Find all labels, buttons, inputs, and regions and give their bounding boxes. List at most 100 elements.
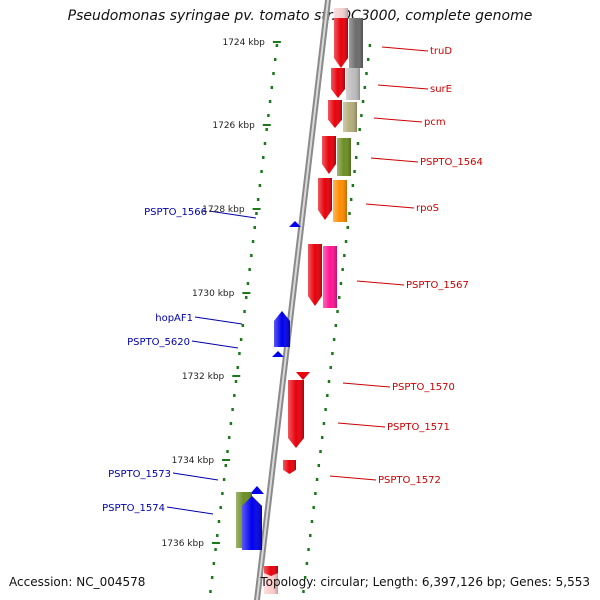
gene-trud-label[interactable]: truD — [430, 46, 452, 57]
gene-pspto-1566-arrow[interactable] — [289, 221, 301, 227]
gene-pspto-5620-label[interactable]: PSPTO_5620 — [127, 337, 190, 348]
rail-dot — [319, 450, 322, 453]
rail-dot — [246, 282, 250, 285]
gene-pspto-1574-label[interactable]: PSPTO_1574 — [102, 503, 165, 514]
gene-rpos-arrow-shade — [318, 178, 332, 220]
rail-dot — [262, 156, 265, 159]
rail-dot — [303, 576, 307, 579]
rail-dot — [209, 590, 212, 593]
rail-dot — [221, 492, 224, 495]
rail-dot — [227, 436, 231, 439]
rail-dot — [329, 366, 332, 369]
rail-dot — [358, 128, 361, 131]
gene-pspto-1574-leader — [166, 506, 214, 515]
rail-dot — [251, 240, 255, 243]
gene-pspto-1566-label[interactable]: PSPTO_1566 — [144, 207, 207, 218]
scale-tick-label: 1724 kbp — [222, 38, 265, 48]
gene-pspto-1571-leader — [337, 422, 386, 428]
rail-dot — [346, 226, 350, 229]
gene-pspto-1567-leader — [356, 280, 405, 286]
gene-pspto-1566-tip — [289, 221, 301, 227]
gene-rpos-label[interactable]: rpoS — [416, 203, 439, 214]
gene-pspto-1570-label[interactable]: PSPTO_1570 — [392, 382, 455, 393]
gene-hopaf1-label[interactable]: hopAF1 — [155, 313, 193, 324]
scale-tick-label: 1726 kbp — [212, 121, 255, 131]
gene-pspto-1571-label[interactable]: PSPTO_1571 — [387, 422, 450, 433]
gene-sure-arrow-shade — [331, 68, 345, 98]
gene-hopaf1-arrow[interactable] — [274, 311, 290, 347]
rail-dot — [241, 324, 245, 327]
rail-dot — [275, 44, 279, 47]
gene-pspto-1574-arrow-shade — [242, 496, 262, 550]
rail-dot — [256, 198, 260, 201]
genome-title: Pseudomonas syringae pv. tomato str. DC3… — [67, 8, 533, 24]
rail-dot — [258, 184, 262, 187]
rail-dot — [339, 282, 343, 285]
gene-pspto-1572-label[interactable]: PSPTO_1572 — [378, 475, 441, 486]
rail-dot — [210, 576, 214, 579]
gene-pspto-1570-arrow[interactable] — [296, 372, 310, 380]
gene-pspto-1567-label[interactable]: PSPTO_1567 — [406, 280, 469, 291]
rail-dot — [212, 562, 216, 565]
rail-dot — [307, 548, 310, 551]
rail-dot — [361, 100, 365, 103]
rail-dot — [355, 156, 358, 159]
gene-pspto-1567-partner — [323, 246, 337, 308]
gene-pcm-arrow[interactable] — [328, 100, 342, 128]
gene-trud-leader — [381, 46, 429, 52]
gene-pspto-1573-tip — [250, 486, 264, 494]
rail-dot — [344, 240, 348, 243]
gene-rpos-partner — [333, 180, 347, 222]
rail-dot — [365, 72, 368, 75]
rail-dot — [322, 422, 326, 425]
gene-trud-cap — [334, 8, 348, 18]
accession-label: Accession: NC_004578 — [9, 575, 146, 589]
rail-dot — [260, 170, 263, 173]
rail-dot — [331, 352, 334, 355]
scale-tick-label: 1734 kbp — [172, 456, 215, 466]
gene-sure-partner — [346, 68, 360, 100]
gene-pspto-1574-arrow[interactable] — [242, 496, 262, 550]
genome-summary: Topology: circular; Length: 6,397,126 bp… — [260, 575, 590, 589]
gene-trud-arrow[interactable] — [334, 18, 348, 68]
gene-pspto-1564-arrow[interactable] — [322, 136, 336, 174]
gene-pspto-1572-arrow[interactable] — [283, 460, 296, 474]
rail-dot — [363, 86, 367, 89]
rail-dot — [348, 212, 351, 215]
gene-trud-cap-rect-shade — [334, 8, 348, 18]
rail-dot — [353, 170, 356, 173]
gene-pspto-1573-label[interactable]: PSPTO_1573 — [108, 469, 171, 480]
rail-dot — [253, 226, 257, 229]
rail-dot — [334, 324, 338, 327]
rail-dot — [250, 254, 253, 257]
gene-pspto-1570-leader — [342, 382, 391, 388]
rail-dot — [317, 464, 321, 467]
gene-sure-partner-rect-shade — [346, 68, 360, 100]
gene-pspto-5620-arrow[interactable] — [272, 351, 284, 357]
gene-rpos-arrow[interactable] — [318, 178, 332, 220]
rail-dot — [351, 184, 355, 187]
gene-pcm-label[interactable]: pcm — [424, 117, 446, 128]
rail-dot — [229, 422, 233, 425]
rail-dot — [267, 114, 270, 117]
rail-dot — [315, 478, 319, 481]
gene-pspto-1567-partner-rect-shade — [323, 246, 337, 308]
gene-pspto-1571-arrow[interactable] — [288, 380, 304, 448]
gene-pspto-1564-partner — [337, 138, 351, 176]
gene-pspto-1564-label[interactable]: PSPTO_1564 — [420, 157, 483, 168]
gene-sure-leader — [377, 84, 429, 90]
partial-feature-bottom-arrow[interactable] — [264, 566, 278, 576]
gene-pspto-1573-arrow[interactable] — [250, 486, 264, 494]
gene-sure-arrow[interactable] — [331, 68, 345, 98]
gene-pspto-1571-arrow-shade — [288, 380, 304, 448]
gene-sure-label[interactable]: surE — [430, 84, 452, 95]
gene-pspto-1567-arrow[interactable] — [308, 244, 322, 306]
rail-dot — [366, 58, 370, 61]
rail-dot — [234, 380, 238, 383]
rail-dot — [270, 86, 274, 89]
rail-dot — [214, 548, 217, 551]
gene-pspto-1566-leader — [208, 210, 257, 219]
gene-pcm-leader — [373, 117, 423, 123]
gene-pspto-1564-arrow-shade — [322, 136, 336, 174]
